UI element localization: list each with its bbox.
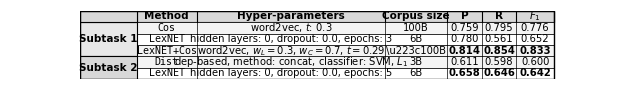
Text: 0.642: 0.642 — [519, 69, 551, 78]
Text: Hyper-parameters: Hyper-parameters — [237, 11, 345, 21]
Text: 0.646: 0.646 — [483, 69, 515, 78]
Bar — [137, 22, 554, 34]
Text: 0.814: 0.814 — [449, 46, 481, 56]
Text: hidden layers: 0, dropout: 0.0, epochs: 3: hidden layers: 0, dropout: 0.0, epochs: … — [189, 34, 392, 44]
Text: LexNET: LexNET — [149, 34, 185, 44]
Text: 0.658: 0.658 — [449, 69, 480, 78]
Text: word2vec, $w_L = 0.3$, $w_C = 0.7$, $t = 0.29$: word2vec, $w_L = 0.3$, $w_C = 0.7$, $t =… — [196, 44, 385, 58]
Text: 0.833: 0.833 — [519, 46, 551, 56]
Text: Subtask 2: Subtask 2 — [79, 63, 138, 73]
Text: 100B: 100B — [403, 23, 429, 33]
Text: Dist: Dist — [155, 57, 179, 67]
Text: P: P — [461, 11, 468, 21]
Text: Corpus size: Corpus size — [382, 11, 450, 21]
Text: 3B: 3B — [410, 57, 422, 67]
Text: word2vec, $t$: 0.3: word2vec, $t$: 0.3 — [250, 21, 332, 34]
Bar — [80, 56, 137, 79]
Text: 0.652: 0.652 — [521, 34, 549, 44]
Bar — [137, 68, 554, 79]
Bar — [80, 11, 137, 22]
Text: 0.780: 0.780 — [450, 34, 479, 44]
Text: hidden layers: 0, dropout: 0.0, epochs: 5: hidden layers: 0, dropout: 0.0, epochs: … — [189, 69, 392, 78]
Text: R: R — [495, 11, 503, 21]
Text: Cos: Cos — [158, 23, 176, 33]
Text: 6B: 6B — [410, 69, 422, 78]
Bar — [137, 56, 554, 68]
Bar — [137, 11, 554, 22]
Bar — [137, 34, 554, 45]
Text: 0.854: 0.854 — [483, 46, 515, 56]
Bar — [137, 45, 554, 56]
Text: 0.600: 0.600 — [521, 57, 549, 67]
Text: 0.561: 0.561 — [485, 34, 513, 44]
Text: 6B: 6B — [410, 34, 422, 44]
Text: Subtask 1: Subtask 1 — [79, 34, 138, 44]
Text: 0.776: 0.776 — [521, 23, 549, 33]
Text: 0.598: 0.598 — [485, 57, 513, 67]
Text: 0.795: 0.795 — [485, 23, 513, 33]
Text: LexNET: LexNET — [149, 69, 185, 78]
Bar — [80, 22, 137, 56]
Text: 0.759: 0.759 — [450, 23, 479, 33]
Text: LexNET+Cos: LexNET+Cos — [137, 46, 197, 56]
Text: $F_1$: $F_1$ — [529, 10, 541, 23]
Text: \u223c100B: \u223c100B — [386, 46, 446, 56]
Text: Method: Method — [145, 11, 189, 21]
Text: dep-based, method: concat, classifier: SVM, $L_1$: dep-based, method: concat, classifier: S… — [173, 55, 408, 69]
Text: 0.611: 0.611 — [450, 57, 479, 67]
